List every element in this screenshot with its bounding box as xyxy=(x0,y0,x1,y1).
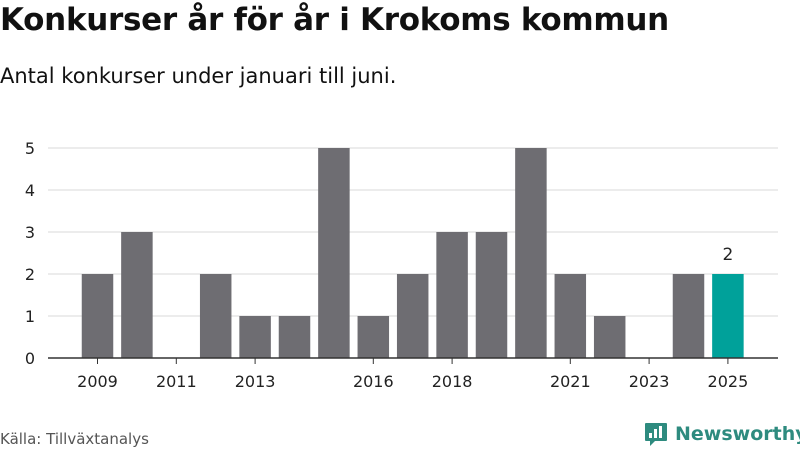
y-axis-ticks: 0 1 2 3 4 5 xyxy=(25,139,35,368)
y-tick-label: 4 xyxy=(25,181,35,200)
x-tick-label: 2016 xyxy=(353,372,394,391)
bar-2022 xyxy=(593,316,626,358)
brand-name: Newsworthy xyxy=(675,423,800,445)
bar-2019 xyxy=(475,232,508,358)
bar-2013 xyxy=(239,316,271,358)
source-note: Källa: Tillväxtanalys xyxy=(0,430,149,448)
x-axis: 2009 2011 2013 2016 2018 2021 2023 2025 xyxy=(48,357,778,391)
chart-subtitle: Antal konkurser under januari till juni. xyxy=(0,64,397,88)
x-tick-label: 2025 xyxy=(708,372,749,391)
x-tick-label: 2011 xyxy=(156,372,197,391)
data-labels: 2 xyxy=(722,245,733,265)
y-tick-label: 1 xyxy=(25,307,35,326)
bar-2021 xyxy=(554,274,587,358)
bar-2018 xyxy=(436,232,468,358)
brand-logo: Newsworthy xyxy=(644,419,800,449)
bar-2025 xyxy=(712,274,744,358)
x-tick-label: 2013 xyxy=(235,372,276,391)
y-tick-label: 3 xyxy=(25,223,35,242)
bar-2020 xyxy=(515,148,547,358)
bar-2009 xyxy=(81,274,114,358)
bar-2017 xyxy=(396,274,429,358)
x-tick-label: 2023 xyxy=(629,372,670,391)
bars xyxy=(81,148,744,358)
data-label-2025: 2 xyxy=(722,245,733,265)
y-tick-label: 5 xyxy=(25,139,35,158)
bar-2024 xyxy=(672,274,705,358)
bar-2012 xyxy=(199,274,232,358)
y-tick-label: 2 xyxy=(25,265,35,284)
newsworthy-logo-icon xyxy=(645,423,667,446)
bar-2010 xyxy=(121,232,153,358)
bar-2015 xyxy=(318,148,350,358)
bar-2016 xyxy=(357,316,390,358)
chart-title: Konkurser år för år i Krokoms kommun xyxy=(0,2,669,38)
bar-2014 xyxy=(278,316,311,358)
x-tick-label: 2018 xyxy=(432,372,473,391)
x-tick-label: 2009 xyxy=(77,372,118,391)
x-tick-label: 2021 xyxy=(550,372,591,391)
y-tick-label: 0 xyxy=(25,349,35,368)
